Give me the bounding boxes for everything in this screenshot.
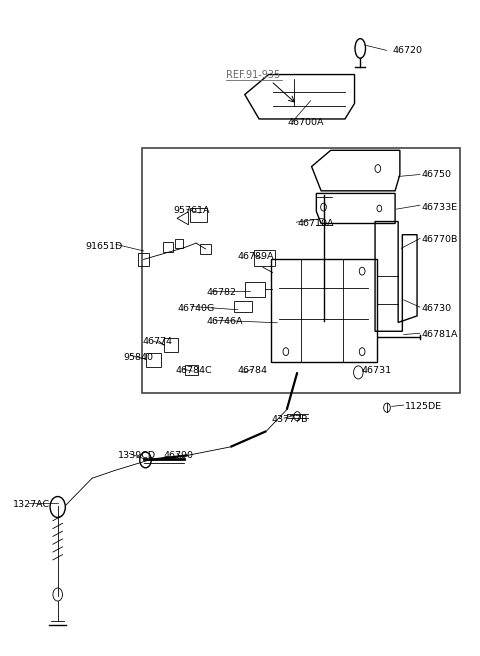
Text: 46710A: 46710A: [297, 219, 334, 228]
Text: 46789A: 46789A: [238, 252, 274, 260]
Text: 46790: 46790: [164, 451, 193, 460]
Text: 95761A: 95761A: [173, 206, 210, 215]
Text: 46781A: 46781A: [421, 330, 458, 339]
Text: 46731: 46731: [362, 366, 392, 375]
Text: 46784C: 46784C: [176, 366, 212, 375]
Text: 46730: 46730: [421, 304, 452, 313]
Text: 43777B: 43777B: [271, 415, 308, 424]
Text: 1327AC: 1327AC: [13, 500, 50, 509]
Text: 46774: 46774: [142, 337, 172, 346]
Text: 46746A: 46746A: [206, 317, 243, 326]
Text: REF.91-935: REF.91-935: [226, 70, 280, 80]
Text: 1125DE: 1125DE: [405, 402, 442, 411]
Text: 91651D: 91651D: [85, 242, 122, 251]
Text: 46770B: 46770B: [421, 236, 458, 244]
Text: 46782: 46782: [206, 287, 237, 297]
Text: 46733E: 46733E: [421, 203, 457, 212]
Text: 46750: 46750: [421, 170, 451, 179]
Text: 1339CD: 1339CD: [118, 451, 156, 460]
Text: 46784: 46784: [238, 366, 268, 375]
Text: 46740G: 46740G: [178, 304, 215, 313]
Text: 46720: 46720: [393, 46, 423, 55]
Text: 95840: 95840: [123, 353, 153, 362]
Text: 46700A: 46700A: [288, 117, 324, 127]
